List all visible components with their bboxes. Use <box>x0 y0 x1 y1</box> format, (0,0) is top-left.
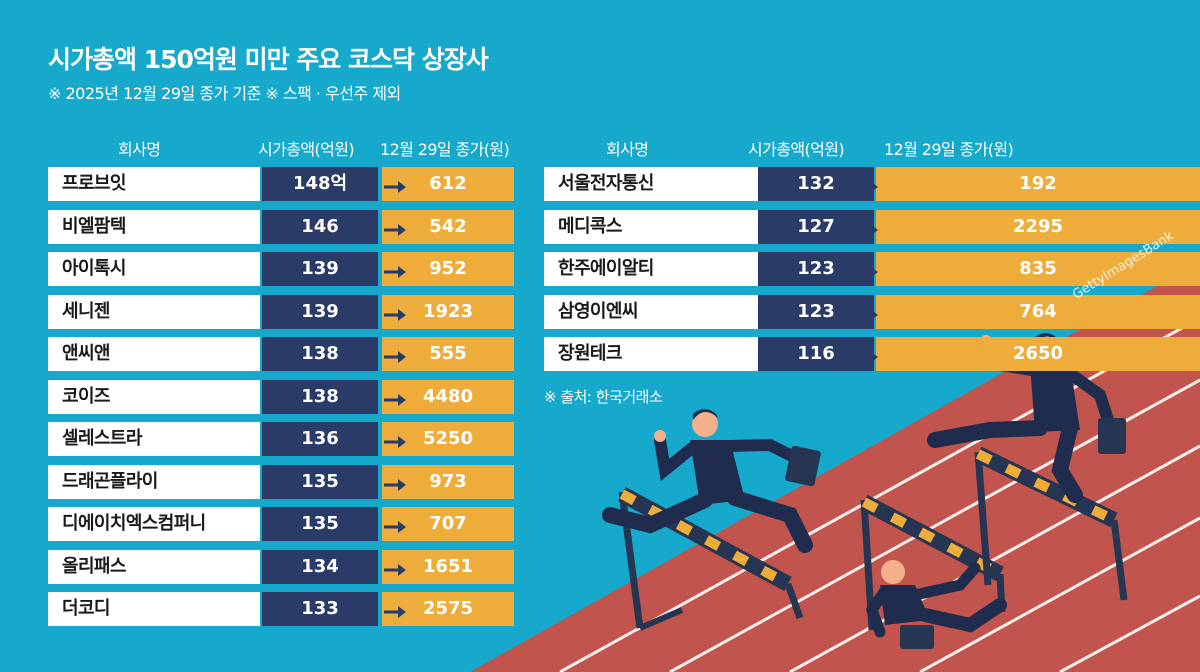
table-row: 더코디 133 2575 <box>48 592 562 626</box>
market-cap-cell: 135 <box>262 465 378 499</box>
table-row: 디에이치엑스컴퍼니 135 707 <box>48 507 562 541</box>
market-cap-cell: 136 <box>262 422 378 456</box>
arrow-right-icon <box>856 221 878 236</box>
arrow-right-icon <box>856 306 878 321</box>
market-cap-cell: 148억 <box>262 167 378 201</box>
company-name-cell: 서울전자통신 <box>544 167 758 201</box>
arrow-right-icon <box>384 306 406 321</box>
table-row: 셀레스트라 136 5250 <box>48 422 562 456</box>
company-name-cell: 디에이치엑스컴퍼니 <box>48 507 260 541</box>
table-row: 서울전자통신 132 192 <box>544 167 1200 201</box>
header-market-cap-right: 시가총액(억원) <box>748 140 845 159</box>
company-name-cell: 세니젠 <box>48 295 260 329</box>
company-name-cell: 드래곤플라이 <box>48 465 260 499</box>
close-price-cell: 2650 <box>876 337 1200 371</box>
table-row: 세니젠 139 1923 <box>48 295 562 329</box>
arrow-right-icon <box>384 391 406 406</box>
table-row: 한주에이알티 123 835 <box>544 252 1200 286</box>
market-cap-cell: 123 <box>758 295 874 329</box>
table-row: 앤씨앤 138 555 <box>48 337 562 371</box>
close-price-cell: 1651 <box>382 550 514 584</box>
table-row: 프로브잇 148억 612 <box>48 167 562 201</box>
arrow-right-icon <box>384 433 406 448</box>
table-row: 아이톡시 139 952 <box>48 252 562 286</box>
arrow-right-icon <box>856 348 878 363</box>
company-name-cell: 코이즈 <box>48 380 260 414</box>
close-price-cell: 4480 <box>382 380 514 414</box>
table-row: 삼영이엔씨 123 764 <box>544 295 1200 329</box>
close-price-cell: 835 <box>876 252 1200 286</box>
company-name-cell: 비엘팜텍 <box>48 210 260 244</box>
company-name-cell: 장원테크 <box>544 337 758 371</box>
businessman-fallen-icon <box>865 560 1007 649</box>
header-close-price-left: 12월 29일 종가(원) <box>380 140 510 159</box>
market-cap-cell: 127 <box>758 210 874 244</box>
market-cap-cell: 138 <box>262 380 378 414</box>
market-cap-cell: 146 <box>262 210 378 244</box>
table-row: 비엘팜텍 146 542 <box>48 210 562 244</box>
close-price-cell: 5250 <box>382 422 514 456</box>
source-note: ※ 출처: 한국거래소 <box>544 388 663 406</box>
company-name-cell: 아이톡시 <box>48 252 260 286</box>
close-price-cell: 612 <box>382 167 514 201</box>
close-price-cell: 1923 <box>382 295 514 329</box>
close-price-cell: 707 <box>382 507 514 541</box>
close-price-cell: 192 <box>876 167 1200 201</box>
table-row: 올리패스 134 1651 <box>48 550 562 584</box>
table-row: 장원테크 116 2650 <box>544 337 1200 371</box>
company-name-cell: 삼영이엔씨 <box>544 295 758 329</box>
table-row: 코이즈 138 4480 <box>48 380 562 414</box>
market-cap-cell: 116 <box>758 337 874 371</box>
header-close-price-right: 12월 29일 종가(원) <box>884 140 1014 159</box>
header-company-right: 회사명 <box>606 140 649 159</box>
close-price-cell: 555 <box>382 337 514 371</box>
close-price-cell: 952 <box>382 252 514 286</box>
market-cap-cell: 123 <box>758 252 874 286</box>
company-name-cell: 프로브잇 <box>48 167 260 201</box>
arrow-right-icon <box>384 603 406 618</box>
company-name-cell: 올리패스 <box>48 550 260 584</box>
close-price-cell: 2295 <box>876 210 1200 244</box>
chart-title: 시가총액 150억원 미만 주요 코스닥 상장사 <box>48 45 489 74</box>
market-cap-cell: 138 <box>262 337 378 371</box>
close-price-cell: 973 <box>382 465 514 499</box>
chart-subtitle: ※ 2025년 12월 29일 종가 기준 ※ 스팩 · 우선주 제외 <box>48 84 401 103</box>
market-cap-cell: 139 <box>262 295 378 329</box>
arrow-right-icon <box>384 221 406 236</box>
businessman-runner-icon <box>602 409 821 553</box>
company-name-cell: 한주에이알티 <box>544 252 758 286</box>
table-row: 드래곤플라이 135 973 <box>48 465 562 499</box>
market-cap-cell: 135 <box>262 507 378 541</box>
arrow-right-icon <box>384 476 406 491</box>
arrow-right-icon <box>384 348 406 363</box>
company-name-cell: 더코디 <box>48 592 260 626</box>
arrow-right-icon <box>856 178 878 193</box>
market-cap-cell: 133 <box>262 592 378 626</box>
close-price-cell: 764 <box>876 295 1200 329</box>
close-price-cell: 542 <box>382 210 514 244</box>
company-name-cell: 앤씨앤 <box>48 337 260 371</box>
arrow-right-icon <box>384 263 406 278</box>
arrow-right-icon <box>856 263 878 278</box>
hurdle-icon <box>974 446 1128 601</box>
market-cap-cell: 139 <box>262 252 378 286</box>
header-company-left: 회사명 <box>118 140 161 159</box>
arrow-right-icon <box>384 178 406 193</box>
table-row: 메디콕스 127 2295 <box>544 210 1200 244</box>
company-name-cell: 셀레스트라 <box>48 422 260 456</box>
arrow-right-icon <box>384 561 406 576</box>
arrow-right-icon <box>384 518 406 533</box>
market-cap-cell: 132 <box>758 167 874 201</box>
header-market-cap-left: 시가총액(억원) <box>258 140 355 159</box>
market-cap-cell: 134 <box>262 550 378 584</box>
company-name-cell: 메디콕스 <box>544 210 758 244</box>
close-price-cell: 2575 <box>382 592 514 626</box>
